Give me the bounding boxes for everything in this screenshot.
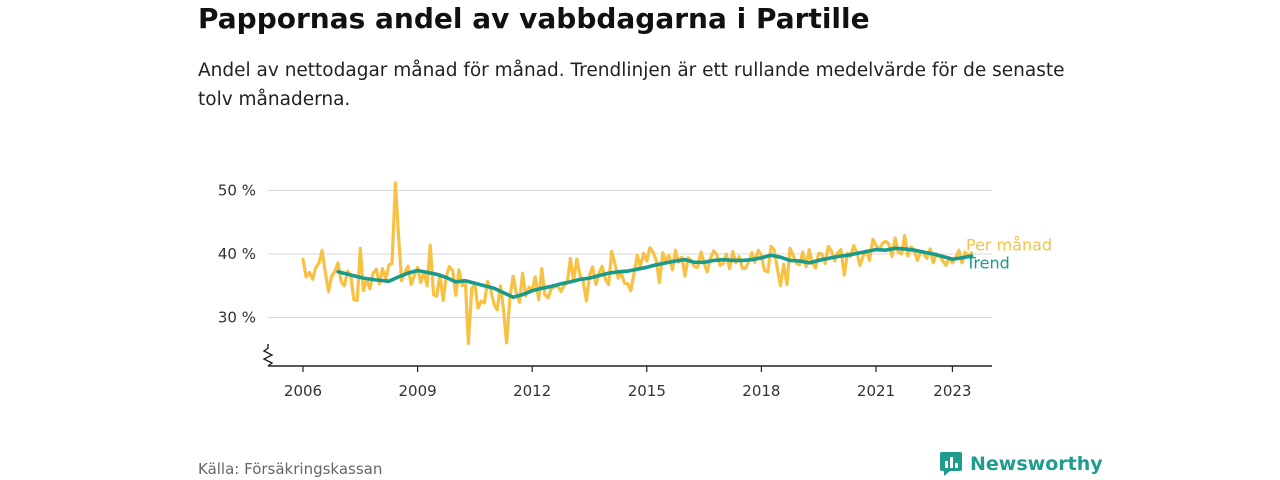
series-line-per-manad (301, 181, 974, 346)
y-tick-label: 40 % (218, 245, 256, 263)
brand-name: Newsworthy (970, 453, 1103, 475)
x-tick-label: 2009 (399, 382, 437, 400)
axis-break-icon (262, 344, 274, 367)
series-line-trend (336, 246, 974, 299)
x-tick-label: 2021 (857, 382, 895, 400)
newsworthy-logo-icon (940, 452, 962, 476)
series-label-trend: Trend (965, 253, 1010, 272)
chart-subtitle: Andel av nettodagar månad för månad. Tre… (198, 60, 1065, 110)
series-label-per-manad: Per månad (966, 235, 1052, 254)
x-tick-label: 2012 (513, 382, 551, 400)
brand-logo[interactable]: Newsworthy (940, 452, 1103, 476)
x-tick-label: 2006 (284, 382, 322, 400)
source-note: Källa: Försäkringskassan (198, 460, 383, 478)
y-tick-label: 30 % (218, 309, 256, 327)
chart-title: Pappornas andel av vabbdagarna i Partill… (198, 2, 870, 35)
x-tick-label: 2018 (742, 382, 780, 400)
x-tick-label: 2023 (933, 382, 971, 400)
y-tick-label: 50 % (218, 182, 256, 200)
x-tick-label: 2015 (628, 382, 666, 400)
